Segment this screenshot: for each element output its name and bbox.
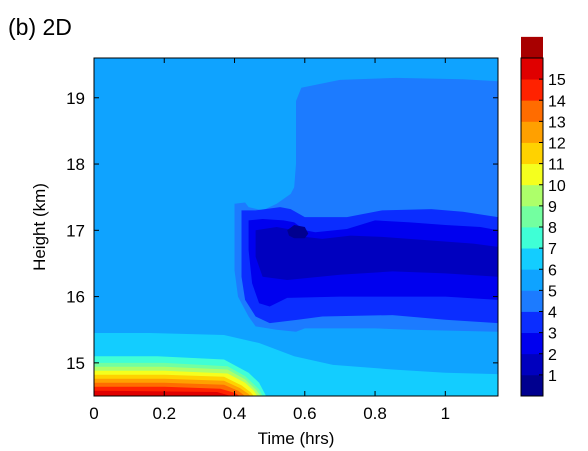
x-tick-label: 1 [441, 404, 450, 423]
colorbar-tick-label: 15 [548, 72, 566, 89]
colorbar-swatch [521, 205, 543, 228]
contour-region-level-15 [94, 390, 231, 396]
colorbar-swatch [521, 374, 543, 397]
colorbar-tick-label: 13 [548, 114, 566, 131]
colorbar-tick-label: 2 [548, 347, 557, 364]
colorbar-swatch [521, 36, 543, 59]
contour-region-level-1 [255, 227, 498, 280]
colorbar-swatch [521, 142, 543, 165]
colorbar-swatch [521, 163, 543, 186]
plot-frame [93, 57, 499, 397]
colorbar-tick-label: 9 [548, 199, 557, 216]
x-tick-label: 0 [89, 404, 98, 423]
colorbar-swatch [521, 311, 543, 334]
colorbar-tick-label: 7 [548, 241, 557, 258]
y-tick-label: 15 [66, 354, 85, 373]
colorbar-swatch [521, 353, 543, 376]
contour-region-level-0 [287, 225, 309, 239]
x-axis: 0 0.2 0.4 0.6 0.8 1 [89, 58, 450, 423]
colorbar-tick-label: 8 [548, 220, 557, 237]
colorbar-swatch [521, 290, 543, 312]
colorbar-swatch [521, 100, 543, 122]
colorbar-swatch [521, 227, 543, 249]
y-tick-label: 17 [66, 221, 85, 240]
colorbar-swatch [521, 248, 543, 270]
colorbar-tick-label: 1 [548, 368, 557, 385]
colorbar-tick-label: 10 [548, 178, 566, 195]
colorbar-swatch [521, 332, 543, 355]
colorbar-tick-label: 12 [548, 136, 566, 153]
colorbar-swatch [521, 184, 543, 207]
panel-label: (b) 2D [8, 14, 72, 40]
colorbar-swatch [521, 79, 543, 101]
colorbar-tick-label: 6 [548, 262, 557, 279]
x-tick-label: 0.6 [293, 404, 317, 423]
x-tick-label: 0.4 [223, 404, 247, 423]
x-tick-label: 0.2 [152, 404, 176, 423]
y-axis-label: Height (km) [30, 183, 49, 271]
colorbar-swatch [521, 121, 543, 143]
y-tick-label: 19 [66, 89, 85, 108]
y-tick-label: 18 [66, 155, 85, 174]
colorbar-tick-label: 4 [548, 305, 557, 322]
x-axis-label: Time (hrs) [258, 429, 335, 448]
y-axis: 15 16 17 18 19 [66, 89, 498, 373]
colorbar-swatch [521, 58, 543, 80]
colorbar-tick-label: 14 [548, 93, 566, 110]
colorbar-tick-label: 3 [548, 326, 557, 343]
colorbar-tick-label: 5 [548, 283, 557, 300]
x-tick-label: 0.8 [363, 404, 387, 423]
colorbar-swatch [521, 269, 543, 291]
y-tick-label: 16 [66, 288, 85, 307]
colorbar-tick-label: 11 [548, 157, 565, 174]
plot-area [94, 58, 498, 396]
